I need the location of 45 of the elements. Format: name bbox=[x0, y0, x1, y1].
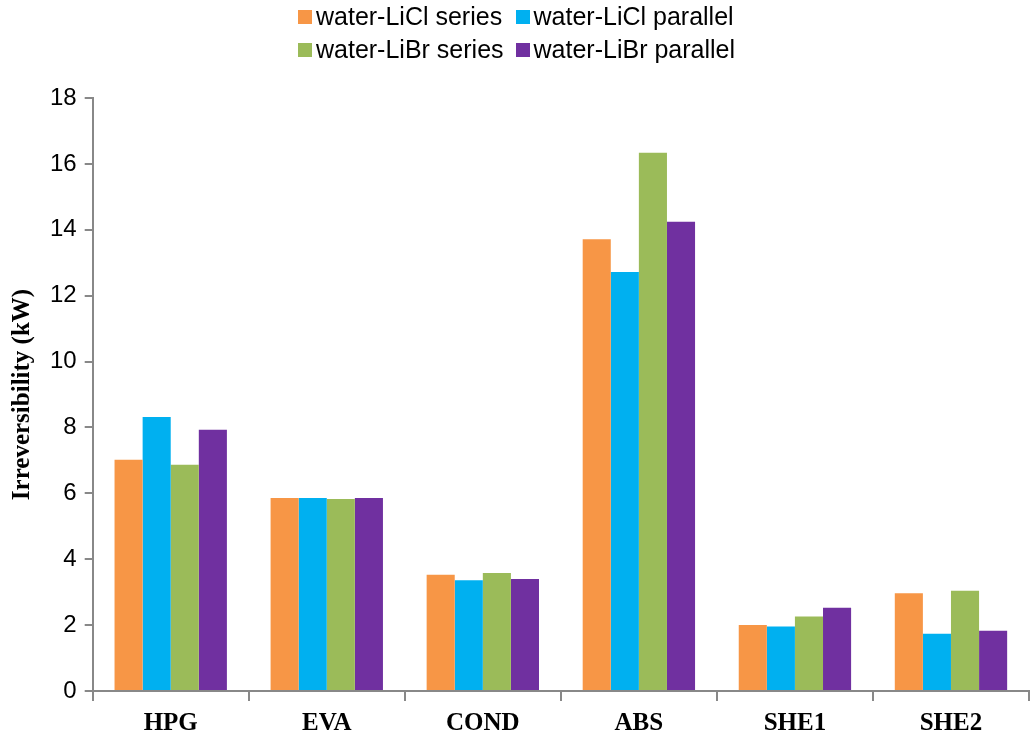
bar bbox=[510, 578, 539, 690]
bar bbox=[170, 464, 199, 690]
bar bbox=[582, 239, 611, 690]
y-tick-label: 6 bbox=[63, 477, 77, 505]
bar bbox=[326, 498, 355, 690]
bar bbox=[638, 152, 667, 690]
bar bbox=[950, 590, 980, 690]
legend-label: water-LiBr parallel bbox=[533, 35, 736, 64]
bar bbox=[198, 429, 227, 690]
y-tick-label: 12 bbox=[49, 280, 77, 308]
bar bbox=[979, 630, 1008, 690]
bar bbox=[922, 633, 951, 690]
x-tick-label: EVA bbox=[301, 708, 352, 736]
bar bbox=[823, 607, 852, 690]
bar bbox=[298, 497, 327, 690]
legend-label: water-LiCl series bbox=[315, 2, 503, 31]
bar bbox=[738, 625, 767, 690]
x-tick-label: HPG bbox=[143, 708, 198, 736]
bar bbox=[426, 574, 455, 690]
legend-label: water-LiBr series bbox=[315, 35, 504, 64]
legend-label: water-LiCl parallel bbox=[533, 2, 734, 31]
y-tick-label: 0 bbox=[63, 675, 77, 703]
x-tick-label: SHE1 bbox=[763, 708, 827, 736]
bar bbox=[270, 497, 299, 690]
bar bbox=[454, 580, 483, 690]
bar bbox=[666, 221, 696, 690]
bar bbox=[142, 416, 171, 690]
bar bbox=[354, 497, 383, 690]
y-tick-label: 4 bbox=[63, 543, 77, 571]
x-tick-label: ABS bbox=[614, 708, 664, 736]
y-tick-label: 18 bbox=[49, 82, 77, 110]
x-tick-label: COND bbox=[446, 708, 520, 736]
y-axis-title: Irreversibility (kW) bbox=[7, 288, 36, 501]
bar bbox=[610, 271, 639, 690]
bar bbox=[766, 626, 795, 690]
bar bbox=[114, 459, 143, 690]
x-tick-label: SHE2 bbox=[919, 708, 983, 736]
y-tick-label: 8 bbox=[63, 412, 77, 440]
y-tick-label: 14 bbox=[49, 214, 77, 242]
y-tick-label: 16 bbox=[49, 148, 77, 176]
bar bbox=[894, 593, 923, 690]
bar bbox=[482, 573, 511, 690]
bar bbox=[794, 616, 824, 690]
y-tick-label: 10 bbox=[49, 346, 77, 374]
y-tick-label: 2 bbox=[63, 609, 77, 637]
